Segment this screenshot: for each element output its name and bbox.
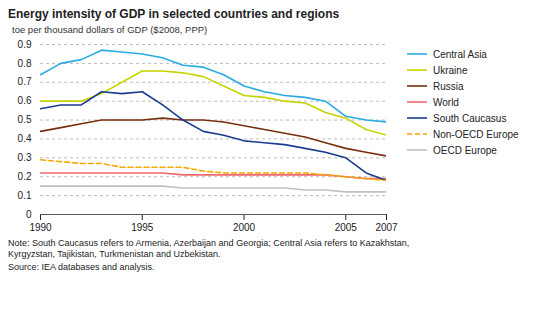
svg-text:2007: 2007: [375, 222, 398, 233]
html-text:Energy intensity of GDP in sel: Energy intensity of GDP in selected coun…: [8, 7, 340, 21]
html-text:toe per thousand dollars of GD: toe per thousand dollars of GDP ($2008, …: [12, 24, 208, 35]
html-text:Ukraine: Ukraine: [433, 64, 468, 76]
svg-text:2000: 2000: [233, 222, 256, 233]
svg-text:2005: 2005: [335, 222, 358, 233]
html-text:Central Asia: Central Asia: [433, 48, 487, 60]
html-text:South Caucasus: South Caucasus: [433, 112, 507, 124]
svg-text:0.4: 0.4: [18, 133, 32, 144]
html-text:Note: South Caucasus refers to: Note: South Caucasus refers to Armenia, …: [8, 238, 410, 259]
html-text:Russia: Russia: [433, 80, 464, 92]
svg-text:0.9: 0.9: [18, 39, 32, 50]
html-text:Source: IEA databases and anal: Source: IEA databases and analysis.: [8, 262, 155, 272]
svg-text:0.1: 0.1: [18, 190, 32, 201]
svg-text:0.5: 0.5: [18, 114, 32, 125]
html-text:World: World: [433, 96, 459, 108]
html-text:OECD Europe: OECD Europe: [433, 144, 497, 156]
svg-text:0.8: 0.8: [18, 58, 32, 69]
svg-text:1995: 1995: [131, 222, 154, 233]
svg-text:0.6: 0.6: [18, 95, 32, 106]
svg-text:0.7: 0.7: [18, 76, 32, 87]
svg-text:1990: 1990: [29, 222, 52, 233]
svg-text:0.2: 0.2: [18, 171, 32, 182]
html-text:Non-OECD Europe: Non-OECD Europe: [433, 128, 519, 140]
svg-text:0: 0: [26, 209, 32, 220]
svg-text:0.3: 0.3: [18, 152, 32, 163]
